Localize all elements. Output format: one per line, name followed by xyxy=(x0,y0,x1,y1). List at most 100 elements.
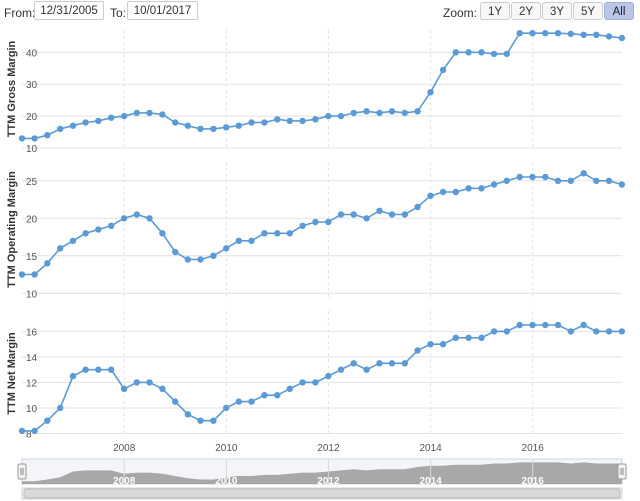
zoom-3y-button[interactable]: 3Y xyxy=(542,2,572,20)
series-line xyxy=(22,32,622,140)
data-point xyxy=(325,112,332,120)
data-point xyxy=(248,398,255,405)
data-point xyxy=(618,34,626,42)
data-point xyxy=(516,30,523,37)
data-point xyxy=(414,108,421,115)
navigator-tick-label: 2016 xyxy=(522,476,545,487)
data-point xyxy=(159,385,166,392)
y-tick-label: 20 xyxy=(26,112,38,123)
data-point xyxy=(108,222,115,229)
handle-body xyxy=(17,463,27,480)
data-point xyxy=(325,218,332,226)
data-point xyxy=(452,334,459,341)
data-point xyxy=(427,341,434,348)
navigator-tick-label: 2014 xyxy=(419,476,442,487)
x-tick-label: 2016 xyxy=(522,443,545,454)
data-point xyxy=(95,117,102,125)
data-point xyxy=(325,372,332,380)
data-point xyxy=(490,50,498,58)
to-label: To: xyxy=(110,6,127,20)
data-point xyxy=(503,177,510,184)
data-point xyxy=(350,109,357,117)
from-date-input[interactable]: 12/31/2005 xyxy=(34,1,104,20)
data-point xyxy=(529,173,536,181)
data-point xyxy=(376,109,383,117)
data-point xyxy=(503,50,510,58)
zoom-5y-button[interactable]: 5Y xyxy=(573,2,603,20)
data-point xyxy=(478,185,485,192)
data-point xyxy=(363,366,370,373)
data-point xyxy=(439,188,447,196)
data-point xyxy=(414,347,421,354)
data-point xyxy=(69,122,77,129)
zoom-1y-button[interactable]: 1Y xyxy=(480,2,510,20)
y-tick-label: 40 xyxy=(26,48,38,59)
data-point xyxy=(133,211,140,218)
data-point xyxy=(618,181,626,188)
data-point xyxy=(593,31,600,38)
data-point xyxy=(363,215,370,222)
data-point xyxy=(210,417,217,424)
zoom-all-button[interactable]: All xyxy=(604,2,634,20)
y-axis-label: TTM Net Margin xyxy=(6,332,18,415)
data-point xyxy=(18,427,26,435)
y-tick-label: 10 xyxy=(26,144,38,155)
data-point xyxy=(554,321,562,329)
data-point xyxy=(146,109,153,117)
data-point xyxy=(235,398,242,405)
data-point xyxy=(133,379,140,386)
data-point xyxy=(31,135,38,142)
data-point xyxy=(223,124,230,131)
navigator: 2008 2010 2012 2014 2016 xyxy=(17,458,627,500)
scrollbar-thumb[interactable] xyxy=(23,488,621,499)
data-point xyxy=(414,203,421,211)
data-point xyxy=(57,404,64,412)
data-point xyxy=(261,119,268,126)
data-point xyxy=(235,122,242,129)
data-point xyxy=(427,192,434,199)
data-point xyxy=(274,230,281,237)
zoom-2y-button[interactable]: 2Y xyxy=(511,2,541,20)
y-tick-label: 12 xyxy=(26,378,38,389)
data-point xyxy=(350,360,357,367)
data-point xyxy=(542,321,549,329)
data-point xyxy=(401,360,408,367)
data-point xyxy=(376,360,383,367)
panel-net: 8 10 12 14 16 TTM Net Margin xyxy=(6,311,626,440)
y-axis-label: TTM Operating Margin xyxy=(6,171,18,288)
data-point xyxy=(274,116,281,123)
data-point xyxy=(82,119,89,126)
data-point xyxy=(337,211,345,218)
data-point xyxy=(18,135,26,142)
data-point xyxy=(146,379,153,386)
data-point xyxy=(31,271,38,278)
data-point xyxy=(18,271,26,278)
y-tick-label: 16 xyxy=(26,327,38,338)
data-point xyxy=(350,211,357,218)
navigator-left-handle-icon[interactable] xyxy=(17,463,27,480)
data-point xyxy=(197,125,204,133)
data-point xyxy=(286,117,293,125)
zoom-label: Zoom: xyxy=(443,6,478,20)
data-point xyxy=(172,398,179,405)
data-point xyxy=(274,392,281,399)
panel-gross: 10 20 30 40 TTM Gross Margin xyxy=(6,30,626,155)
data-point xyxy=(108,366,115,373)
data-point xyxy=(503,328,510,335)
data-point xyxy=(286,230,293,237)
data-point xyxy=(82,230,89,237)
data-point xyxy=(439,341,447,348)
data-point xyxy=(210,125,217,133)
data-point xyxy=(57,245,64,252)
navigator-tick-label: 2008 xyxy=(113,476,136,487)
data-point xyxy=(210,252,217,259)
y-tick-label: 10 xyxy=(26,289,38,300)
data-point xyxy=(44,417,51,424)
data-point xyxy=(120,215,128,222)
data-point xyxy=(95,226,102,233)
navigator-right-handle-icon[interactable] xyxy=(617,463,627,480)
data-point xyxy=(401,211,408,218)
to-date-input[interactable]: 10/01/2017 xyxy=(127,1,198,20)
data-point xyxy=(567,177,574,184)
